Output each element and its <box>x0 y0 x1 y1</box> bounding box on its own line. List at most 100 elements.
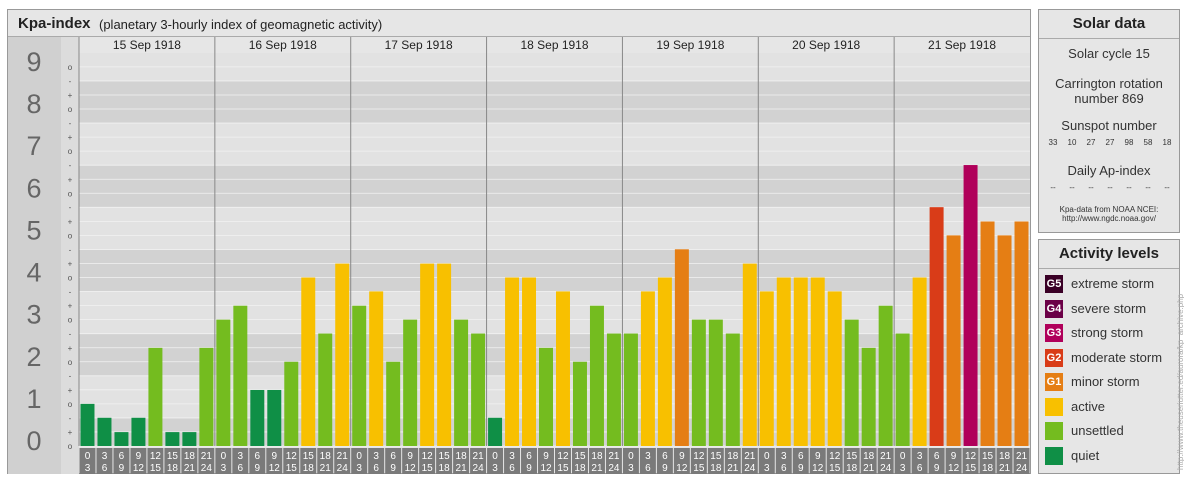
kp-bar <box>420 263 435 446</box>
interval-box <box>402 448 419 474</box>
interval-end-label: 12 <box>948 463 960 474</box>
interval-box <box>639 448 656 474</box>
interval-start-label: 6 <box>662 451 668 462</box>
interval-box <box>724 448 741 474</box>
interval-end-label: 9 <box>934 463 940 474</box>
activity-level-item: G2 moderate storm <box>1045 348 1177 368</box>
sunspot-value: 27 <box>1105 138 1115 147</box>
interval-start-label: 21 <box>608 451 620 462</box>
interval-end-label: 6 <box>917 463 923 474</box>
interval-start-label: 6 <box>255 451 261 462</box>
data-source-line2: http://www.ngdc.noaa.gov/ <box>1062 214 1156 223</box>
activity-level-item: G1 minor storm <box>1045 372 1177 392</box>
kp-bar <box>810 277 825 446</box>
kp-bar <box>233 305 248 446</box>
day-label: 19 Sep 1918 <box>656 38 724 52</box>
interval-box <box>996 448 1013 474</box>
level-band <box>79 165 1030 208</box>
interval-box <box>758 448 775 474</box>
kp-bar <box>895 333 910 446</box>
interval-start-label: 21 <box>201 451 213 462</box>
day-label: 16 Sep 1918 <box>249 38 317 52</box>
ap-index-value: -- <box>1164 183 1170 192</box>
interval-box <box>300 448 317 474</box>
interval-box <box>979 448 996 474</box>
interval-end-label: 21 <box>456 463 468 474</box>
interval-end-label: 21 <box>999 463 1011 474</box>
day-label: 20 Sep 1918 <box>792 38 860 52</box>
chart-subtitle: (planetary 3-hourly index of geomagnetic… <box>99 17 383 32</box>
minor-tick-label: o <box>68 358 73 367</box>
interval-end-label: 6 <box>373 463 379 474</box>
ap-index-value: -- <box>1145 183 1151 192</box>
interval-start-label: 21 <box>744 451 756 462</box>
interval-start-label: 15 <box>303 451 315 462</box>
kp-bar <box>725 333 740 446</box>
kpa-chart-panel: Kpa-index (planetary 3-hourly index of g… <box>7 9 1031 474</box>
kp-bar <box>471 333 486 446</box>
kp-bar <box>335 263 350 446</box>
interval-box <box>877 448 894 474</box>
kp-bar <box>556 291 570 446</box>
minor-tick-label: + <box>68 386 73 395</box>
interval-end-label: 24 <box>337 463 349 474</box>
kp-bar <box>674 249 689 446</box>
ap-index-label: Daily Ap-index <box>1067 163 1151 178</box>
kp-bar <box>267 389 282 446</box>
interval-end-label: 3 <box>221 463 227 474</box>
kp-bar <box>623 333 638 446</box>
interval-start-label: 21 <box>1016 451 1028 462</box>
interval-end-label: 12 <box>133 463 145 474</box>
interval-end-label: 3 <box>492 463 498 474</box>
y-tick-label: 0 <box>26 426 41 456</box>
y-tick-label: 7 <box>26 131 41 161</box>
interval-box <box>232 448 249 474</box>
interval-end-label: 9 <box>798 463 804 474</box>
interval-box <box>911 448 928 474</box>
interval-start-label: 18 <box>320 451 332 462</box>
interval-box <box>555 448 571 474</box>
interval-box <box>521 448 538 474</box>
interval-start-label: 9 <box>136 451 142 462</box>
minor-tick-label: + <box>68 91 73 100</box>
activity-level-item: G5 extreme storm <box>1045 274 1177 294</box>
minor-tick-label: - <box>69 245 72 254</box>
interval-start-label: 6 <box>526 451 532 462</box>
kp-bar <box>1014 221 1029 446</box>
interval-end-label: 9 <box>526 463 532 474</box>
activity-levels-panel: Activity levels G5 extreme storm G4 severe … <box>1038 239 1180 474</box>
interval-box <box>181 448 198 474</box>
minor-tick-label: o <box>68 63 73 72</box>
kp-bar <box>488 417 503 446</box>
interval-start-label: 9 <box>679 451 685 462</box>
interval-end-label: 18 <box>303 463 315 474</box>
interval-end-label: 3 <box>85 463 91 474</box>
interval-start-label: 18 <box>184 451 196 462</box>
minor-tick-label: + <box>68 302 73 311</box>
interval-box <box>419 448 436 474</box>
interval-box <box>538 448 554 474</box>
interval-box <box>368 448 385 474</box>
kp-bar <box>165 432 180 446</box>
interval-start-label: 15 <box>982 451 994 462</box>
minor-tick-label: o <box>68 231 73 240</box>
interval-box <box>571 448 588 474</box>
minor-tick-label: - <box>69 330 72 339</box>
day-label: 17 Sep 1918 <box>385 38 453 52</box>
kp-bar <box>793 277 808 446</box>
activity-level-swatch: G4 <box>1045 299 1063 318</box>
interval-box <box>96 448 113 474</box>
data-source-line1: Kpa-data from NOAA NCEI: <box>1059 205 1159 214</box>
interval-box <box>809 448 826 474</box>
solar-cycle: Solar cycle 15 <box>1068 46 1150 61</box>
interval-end-label: 3 <box>900 463 906 474</box>
ap-index-value: -- <box>1050 183 1056 192</box>
kp-bar <box>827 291 842 446</box>
activity-level-label: quiet <box>1071 447 1100 463</box>
interval-box <box>470 448 487 474</box>
chart-title-bar: Kpa-index (planetary 3-hourly index of g… <box>8 10 1030 37</box>
interval-end-label: 21 <box>320 463 332 474</box>
interval-end-label: 6 <box>645 463 651 474</box>
interval-box <box>622 448 639 474</box>
activity-level-label: strong storm <box>1071 325 1144 340</box>
